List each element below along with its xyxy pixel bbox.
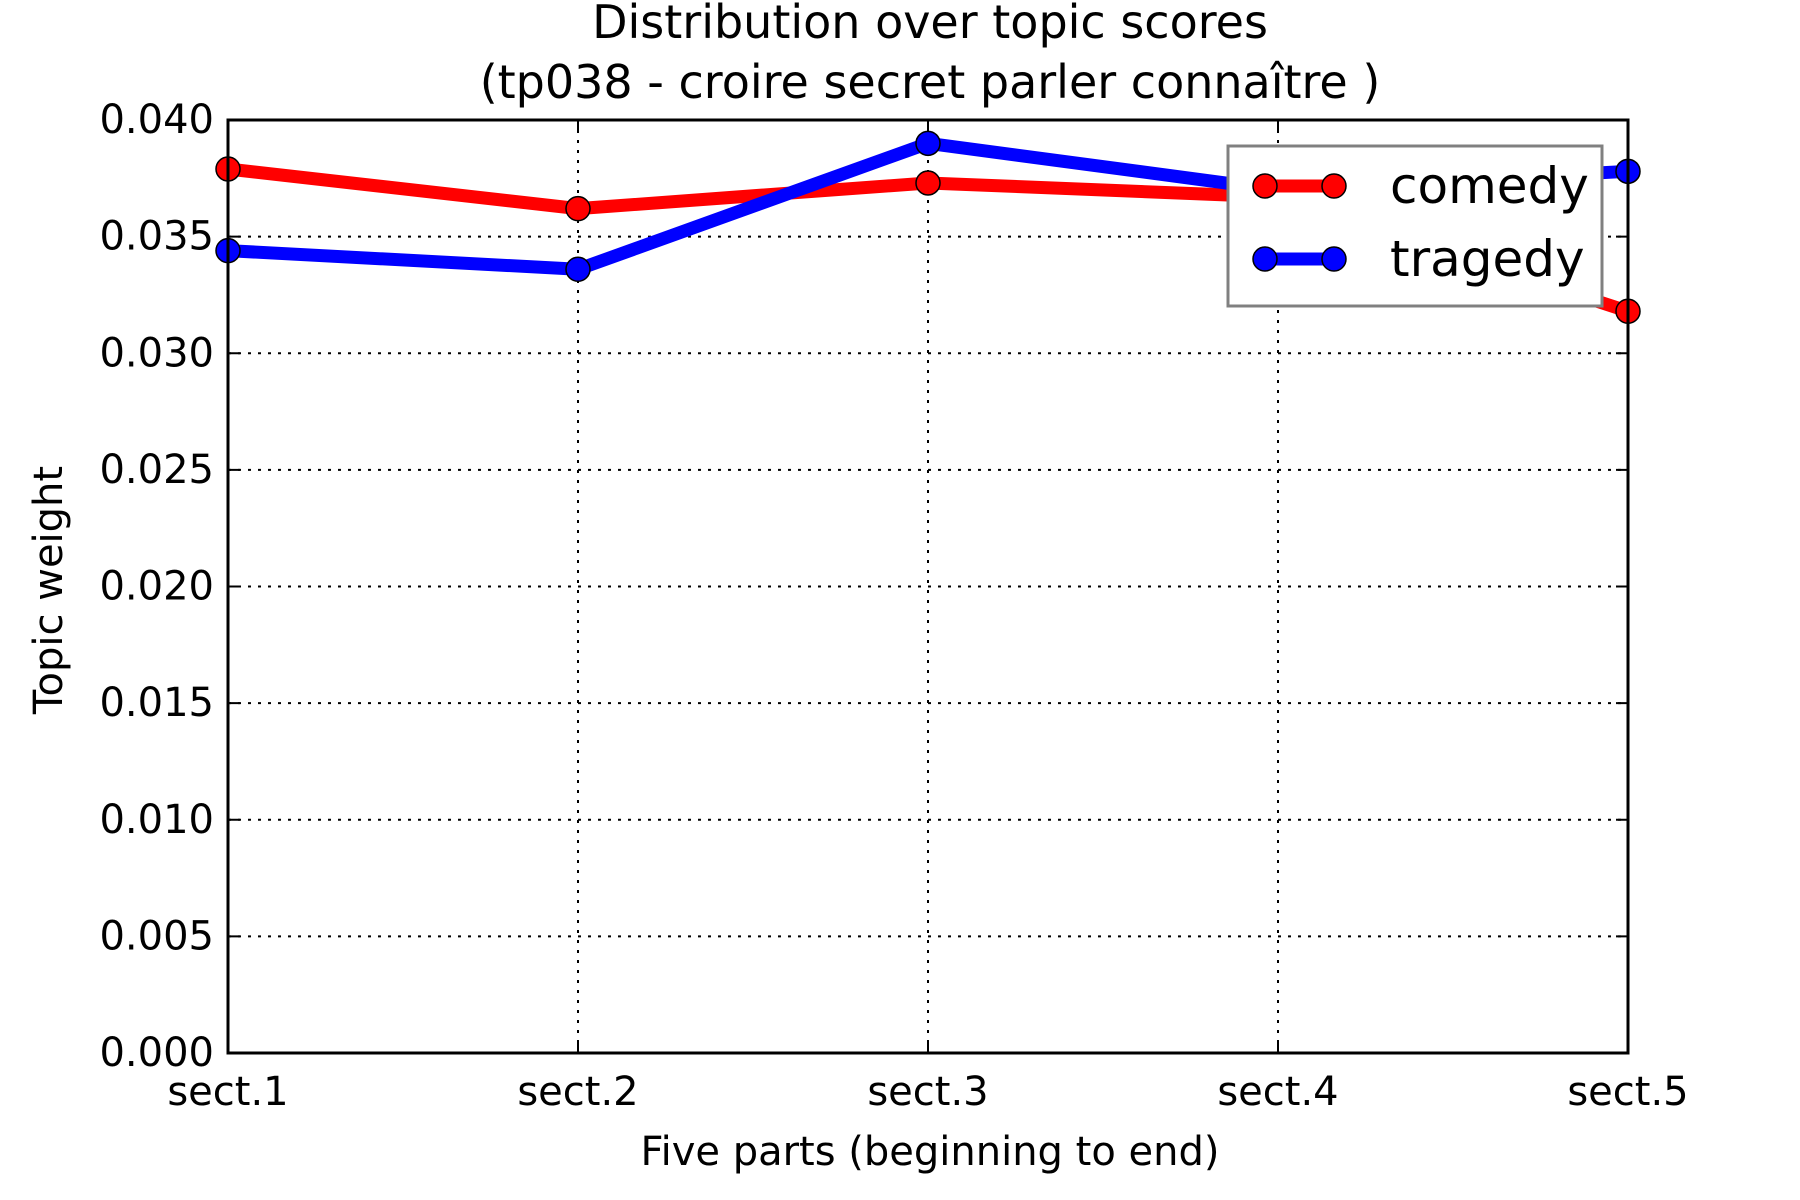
legend: comedy tragedy [1226,144,1604,308]
legend-label-tragedy: tragedy [1390,230,1585,288]
y-tick-label: 0.030 [99,330,214,376]
data-point-comedy [565,195,591,222]
data-point-tragedy [565,256,591,283]
data-point-tragedy [915,130,941,157]
legend-marker-tragedy [1252,246,1278,272]
y-tick-label: 0.025 [99,447,214,493]
gridlines [228,120,1628,1053]
legend-box [1226,144,1604,308]
legend-marker-comedy [1252,173,1278,199]
legend-label-comedy: comedy [1390,157,1589,215]
y-tick-label: 0.000 [99,1030,214,1076]
y-axis: 0.000 0.005 0.010 0.015 0.020 0.025 0.030 0.035… [99,97,1628,1076]
legend-marker-comedy [1321,173,1347,199]
chart-title: Distribution over topic scores (tp038 - … [480,0,1381,109]
chart-title-line-1: Distribution over topic scores [592,0,1268,49]
legend-marker-tragedy [1321,246,1347,272]
x-tick-label: sect.5 [1567,1069,1688,1115]
x-tick-label: sect.4 [1217,1069,1338,1115]
x-tick-label: sect.3 [867,1069,988,1115]
y-tick-label: 0.010 [99,797,214,843]
x-tick-label: sect.1 [167,1069,288,1115]
y-tick-label: 0.015 [99,680,214,726]
x-axis: sect.1 sect.2 sect.3 sect.4 sect.5 [167,120,1689,1115]
y-tick-label: 0.020 [99,564,214,610]
y-axis-label: Topic weight [26,466,72,715]
y-tick-label: 0.005 [99,913,214,959]
chart-title-line-2: (tp038 - croire secret parler connaître … [480,55,1381,109]
x-tick-label: sect.2 [517,1069,638,1115]
x-axis-label: Five parts (beginning to end) [640,1129,1219,1175]
data-point-comedy [915,170,941,196]
y-tick-label: 0.035 [99,214,214,260]
y-tick-label: 0.040 [99,97,214,143]
